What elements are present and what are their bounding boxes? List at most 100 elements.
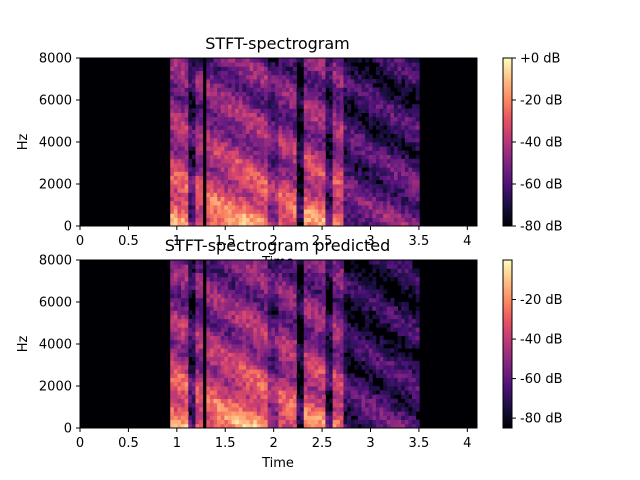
- spectrogram-cell: [397, 184, 402, 189]
- spectrogram-cell: [354, 264, 359, 269]
- spectrogram-cell: [296, 373, 301, 378]
- spectrogram-cell: [310, 167, 315, 172]
- spectrogram-cell: [383, 158, 388, 164]
- spectrogram-cell: [343, 158, 348, 164]
- spectrogram-cell: [350, 137, 355, 143]
- spectrogram-cell: [303, 100, 308, 105]
- spectrogram-cell: [325, 310, 330, 315]
- spectrogram-cell: [227, 260, 232, 265]
- spectrogram-cell: [415, 163, 420, 168]
- spectrogram-cell: [181, 344, 186, 349]
- spectrogram-cell: [321, 70, 326, 76]
- spectrogram-cell: [184, 377, 189, 383]
- spectrogram-cell: [274, 217, 279, 223]
- spectrogram-cell: [181, 104, 186, 109]
- spectrogram-cell: [181, 390, 186, 395]
- spectrogram-cell: [177, 344, 182, 349]
- spectrogram-cell: [350, 66, 355, 71]
- spectrogram-cell: [339, 302, 344, 307]
- spectrogram-cell: [173, 95, 178, 101]
- spectrogram-cell: [209, 91, 214, 97]
- spectrogram-cell: [336, 142, 341, 147]
- spectrogram-cell: [231, 217, 236, 223]
- spectrogram-cell: [307, 373, 312, 378]
- spectrogram-cell: [332, 213, 337, 218]
- spectrogram-cell: [191, 398, 196, 404]
- spectrogram-cell: [170, 221, 175, 227]
- spectrogram-cell: [253, 175, 258, 181]
- spectrogram-cell: [289, 146, 294, 151]
- spectrogram-cell: [386, 394, 391, 399]
- spectrogram-cell: [238, 402, 243, 408]
- spectrogram-cell: [289, 121, 294, 126]
- spectrogram-cell: [408, 327, 413, 332]
- spectrogram-cell: [292, 74, 297, 80]
- spectrogram-cell: [347, 66, 352, 71]
- spectrogram-cell: [383, 381, 388, 387]
- spectrogram-cell: [206, 411, 211, 416]
- spectrogram-cell: [199, 179, 204, 185]
- spectrogram-cell: [181, 407, 186, 412]
- spectrogram-cell: [242, 154, 247, 160]
- spectrogram-cell: [332, 402, 337, 408]
- spectrogram-cell: [404, 419, 409, 425]
- spectrogram-cell: [253, 285, 258, 290]
- spectrogram-cell: [177, 79, 182, 84]
- spectrogram-cell: [336, 87, 341, 92]
- spectrogram-cell: [386, 66, 391, 71]
- spectrogram-cell: [375, 188, 380, 193]
- spectrogram-cell: [173, 112, 178, 118]
- spectrogram-cell: [397, 108, 402, 113]
- spectrogram-cell: [408, 133, 413, 139]
- spectrogram-cell: [386, 260, 391, 265]
- spectrogram-cell: [383, 167, 388, 172]
- spectrogram-cell: [332, 171, 337, 176]
- spectrogram-cell: [307, 352, 312, 357]
- spectrogram-cell: [310, 188, 315, 193]
- spectrogram-cell: [264, 100, 269, 105]
- spectrogram-cell: [307, 327, 312, 332]
- spectrogram-cell: [213, 293, 218, 299]
- spectrogram-cell: [397, 196, 402, 202]
- spectrogram-cell: [404, 323, 409, 328]
- spectrogram-cell: [310, 289, 315, 294]
- spectrogram-cell: [357, 58, 362, 63]
- spectrogram-cell: [347, 213, 352, 218]
- spectrogram-cell: [256, 310, 261, 315]
- spectrogram-cell: [224, 302, 229, 307]
- spectrogram-cell: [314, 373, 319, 378]
- spectrogram-cell: [249, 87, 254, 92]
- spectrogram-cell: [329, 327, 334, 332]
- spectrogram-cell: [329, 150, 334, 155]
- spectrogram-cell: [393, 184, 398, 189]
- spectrogram-cell: [181, 121, 186, 126]
- spectrogram-cell: [332, 133, 337, 139]
- spectrogram-cell: [227, 306, 232, 311]
- spectrogram-cell: [184, 100, 189, 105]
- spectrogram-cell: [372, 100, 377, 105]
- spectrogram-cell: [170, 264, 175, 269]
- spectrogram-cell: [310, 306, 315, 311]
- spectrogram-cell: [242, 386, 247, 391]
- spectrogram-cell: [339, 344, 344, 349]
- spectrogram-cell: [231, 352, 236, 357]
- spectrogram-cell: [321, 272, 326, 278]
- spectrogram-cell: [397, 331, 402, 336]
- spectrogram-cell: [209, 62, 214, 67]
- spectrogram-cell: [264, 335, 269, 341]
- spectrogram-cell: [246, 423, 251, 429]
- spectrogram-cell: [361, 377, 366, 383]
- spectrogram-cell: [350, 373, 355, 378]
- spectrogram-cell: [206, 402, 211, 408]
- spectrogram-cell: [357, 158, 362, 164]
- spectrogram-cell: [195, 70, 200, 76]
- spectrogram-cell: [303, 171, 308, 176]
- spectrogram-cell: [318, 83, 323, 88]
- spectrogram-cell: [397, 70, 402, 76]
- spectrogram-cell: [365, 83, 370, 88]
- spectrogram-cell: [264, 289, 269, 294]
- spectrogram-cell: [249, 167, 254, 172]
- spectrogram-cell: [267, 205, 272, 210]
- spectrogram-cell: [206, 381, 211, 387]
- spectrogram-cell: [249, 192, 254, 197]
